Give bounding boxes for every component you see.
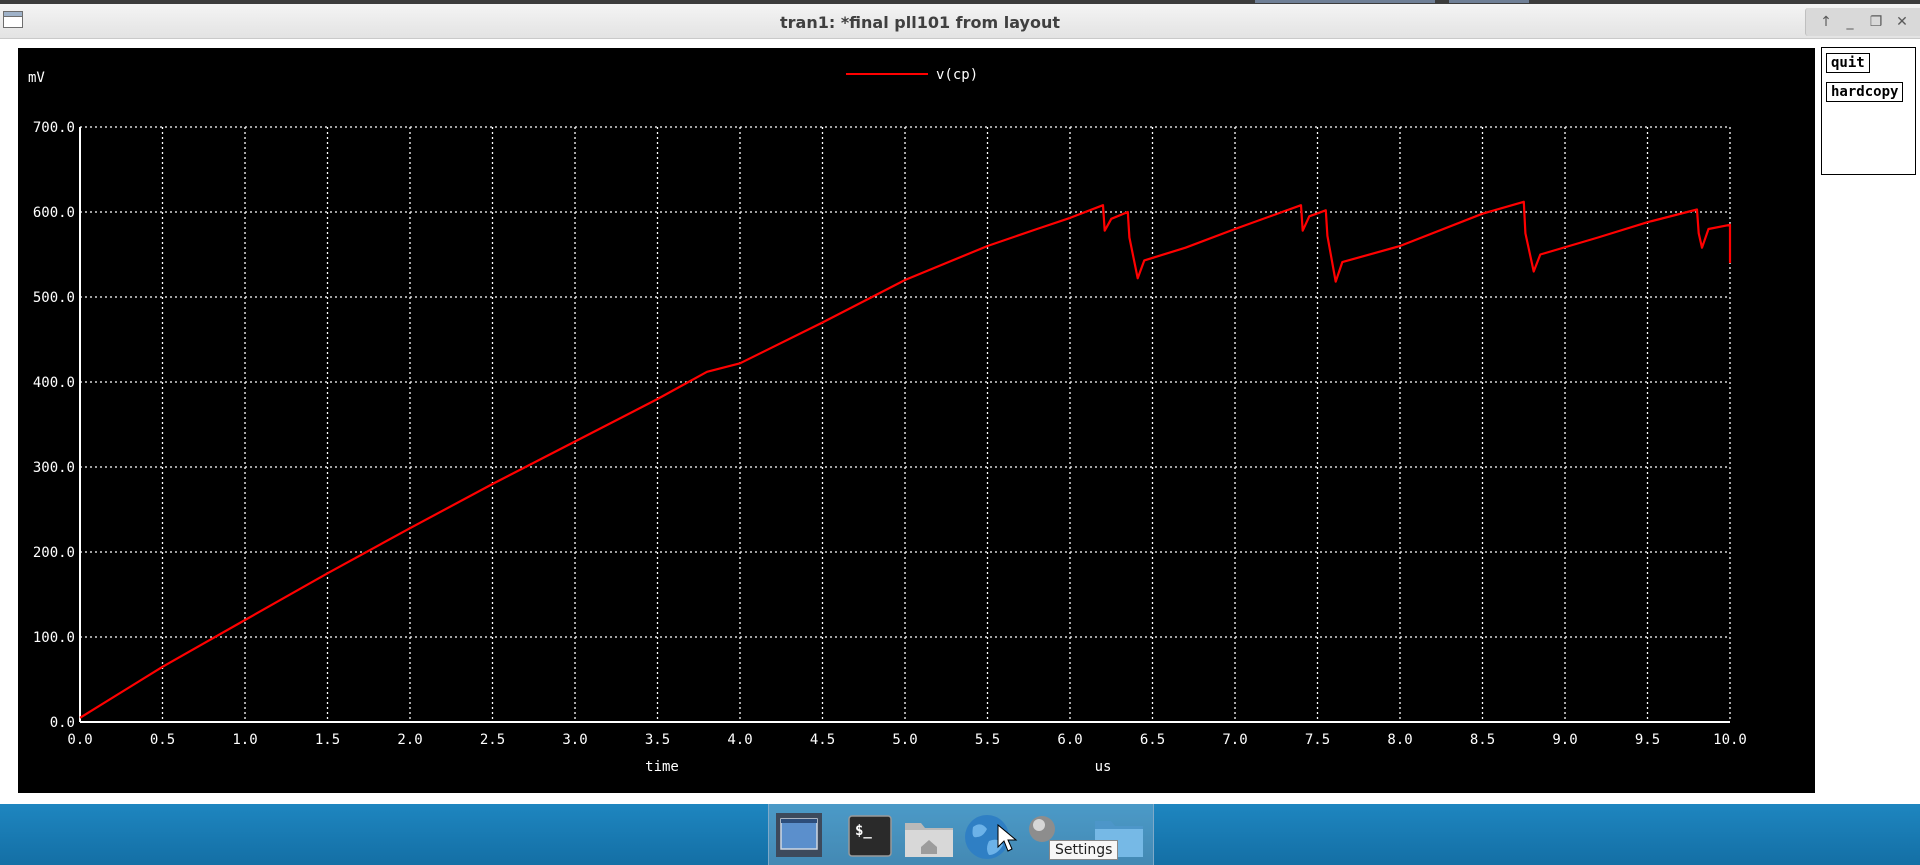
x-tick-label: 0.5 — [150, 732, 175, 748]
terminal-icon[interactable]: $_ — [846, 813, 896, 859]
x-tick-label: 5.0 — [892, 732, 917, 748]
hardcopy-button[interactable]: hardcopy — [1826, 82, 1904, 102]
window-title: tran1: *final pll101 from layout — [779, 13, 1061, 32]
x-tick-label: 7.0 — [1222, 732, 1247, 748]
x-tick-label: 2.5 — [480, 732, 505, 748]
arrow-up-icon[interactable]: ↑ — [1820, 14, 1832, 30]
y-tick-label: 100.0 — [33, 630, 75, 646]
top-panel-task — [1449, 0, 1529, 3]
maximize-icon[interactable]: ❐ — [1869, 14, 1883, 30]
x-tick-label: 1.0 — [232, 732, 257, 748]
x-tick-label: 2.0 — [397, 732, 422, 748]
x-tick-label: 6.5 — [1140, 732, 1165, 748]
y-tick-label: 400.0 — [33, 375, 75, 391]
mouse-cursor-icon — [997, 823, 1018, 852]
x-tick-label: 10.0 — [1713, 732, 1747, 748]
x-axis-unit-label: us — [1095, 759, 1112, 775]
y-axis-unit-label: mV — [28, 70, 45, 86]
x-tick-label: 8.0 — [1387, 732, 1412, 748]
x-tick-label: 7.5 — [1305, 732, 1330, 748]
x-tick-label: 0.0 — [67, 732, 92, 748]
home-folder-icon[interactable] — [902, 813, 953, 859]
window-controls: ↑ _ ❐ ✕ — [1805, 8, 1920, 36]
waveform-chart[interactable]: 0.0 0.5 1.0 1.5 2.0 2.5 3.0 3.5 4.0 4.5 5.0 5.5 6.0 6… — [18, 48, 1815, 793]
window-menu-icon[interactable] — [3, 11, 23, 28]
settings-icon[interactable] — [1026, 813, 1076, 859]
x-tick-label: 4.5 — [810, 732, 835, 748]
x-tick-label: 4.0 — [727, 732, 752, 748]
quit-button[interactable]: quit — [1826, 53, 1870, 73]
series-line-v-cp — [79, 200, 1732, 719]
x-tick-label: 1.5 — [315, 732, 340, 748]
desktop-icon[interactable] — [774, 813, 824, 859]
top-panel-strip — [0, 0, 1920, 4]
taskbar — [0, 804, 1920, 865]
y-tick-label: 700.0 — [33, 120, 75, 136]
plot-area[interactable]: 0.0 0.5 1.0 1.5 2.0 2.5 3.0 3.5 4.0 4.5 5.0 5.5 6.0 6… — [18, 48, 1815, 793]
x-tick-label: 5.5 — [975, 732, 1000, 748]
y-tick-label: 600.0 — [33, 205, 75, 221]
tooltip: Settings — [1049, 840, 1119, 860]
y-tick-label: 300.0 — [33, 460, 75, 476]
y-tick-label: 0.0 — [50, 715, 75, 731]
window-titlebar[interactable]: tran1: *final pll101 from layout ↑ _ ❐ ✕ — [0, 4, 1920, 39]
y-tick-label: 200.0 — [33, 545, 75, 561]
x-tick-label: 9.0 — [1552, 732, 1577, 748]
x-tick-label: 3.0 — [562, 732, 587, 748]
x-tick-label: 8.5 — [1470, 732, 1495, 748]
y-tick-label: 500.0 — [33, 290, 75, 306]
side-panel: quit hardcopy — [1821, 47, 1916, 175]
legend-label: v(cp) — [936, 67, 978, 83]
top-panel-task — [1255, 0, 1435, 3]
x-tick-label: 6.0 — [1057, 732, 1082, 748]
x-tick-label: 3.5 — [645, 732, 670, 748]
x-tick-label: 9.5 — [1635, 732, 1660, 748]
x-axis-label: time — [645, 759, 679, 775]
svg-text:$_: $_ — [855, 823, 872, 839]
close-icon[interactable]: ✕ — [1896, 14, 1908, 30]
minimize-icon[interactable]: _ — [1846, 14, 1854, 30]
